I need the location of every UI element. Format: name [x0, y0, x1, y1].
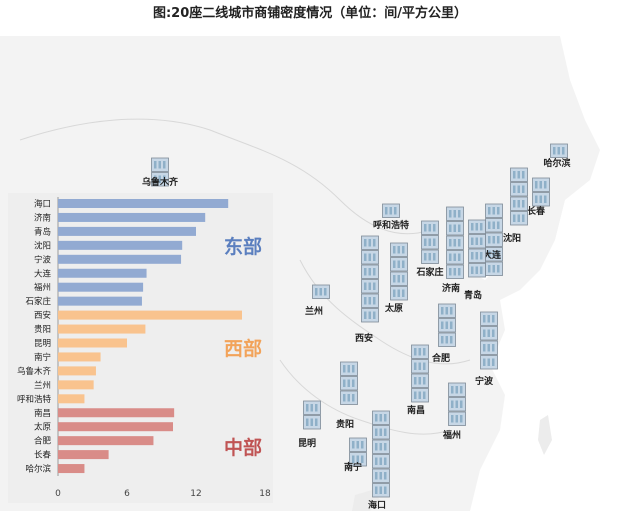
- city-building-icon: [446, 206, 464, 279]
- city-building-icon: [468, 219, 486, 278]
- category-label: 海口: [34, 199, 51, 210]
- bar: [58, 436, 154, 446]
- city-label: 呼和浩特: [373, 219, 409, 231]
- category-label: 宁波: [34, 254, 52, 265]
- region-label: 中部: [224, 436, 262, 459]
- category-label: 南宁: [34, 352, 51, 363]
- city-label: 南宁: [344, 461, 362, 473]
- city-building-icon: [448, 382, 466, 426]
- city-label: 福州: [442, 429, 461, 441]
- province-border: [19, 118, 431, 235]
- bar: [58, 226, 196, 236]
- city-building-icon: [411, 344, 429, 403]
- bar: [58, 338, 127, 348]
- city-label: 合肥: [432, 352, 450, 364]
- city-label: 贵阳: [336, 418, 354, 430]
- city-label: 昆明: [298, 438, 316, 449]
- province-border: [279, 359, 451, 435]
- city-building-icon: [312, 284, 330, 299]
- x-axis-ticks: 0 6 12 18: [55, 489, 271, 499]
- city-building-icon: [372, 410, 390, 498]
- bar: [58, 282, 144, 292]
- city-label: 济南: [442, 282, 460, 294]
- bar: [58, 450, 109, 460]
- category-label: 福州: [34, 282, 51, 293]
- category-label: 乌鲁木齐: [17, 366, 52, 377]
- city-label: 沈阳: [503, 232, 521, 244]
- bar: [58, 254, 182, 264]
- city-building-icon: [480, 311, 498, 370]
- bar: [58, 464, 85, 474]
- bar: [58, 212, 206, 222]
- city-building-icon: [532, 177, 550, 207]
- category-label: 贵阳: [34, 324, 51, 335]
- taiwan-island: [538, 415, 552, 455]
- city-building-icon: [510, 167, 528, 226]
- x-tick-label: 0: [55, 489, 61, 499]
- city-label: 宁波: [475, 375, 494, 387]
- bar: [58, 408, 175, 418]
- city-building-icon: [438, 303, 456, 347]
- city-building-icon: [421, 220, 439, 264]
- city-building-icon: [550, 143, 568, 158]
- city-label: 大连: [483, 249, 502, 261]
- city-label: 青岛: [464, 289, 482, 301]
- city-building-icon: [303, 400, 321, 430]
- city-building-icon: [361, 235, 379, 323]
- category-label: 青岛: [34, 226, 51, 237]
- bar-series: [58, 199, 242, 474]
- city-building-icon: [151, 157, 169, 187]
- category-label: 太原: [34, 422, 51, 433]
- bar: [58, 352, 101, 362]
- category-label: 石家庄: [25, 296, 51, 307]
- category-label: 长春: [34, 450, 52, 461]
- city-label: 兰州: [305, 305, 323, 317]
- city-label: 乌鲁木齐: [142, 176, 179, 188]
- bar: [58, 394, 85, 404]
- sea-area: [470, 36, 620, 511]
- category-label: 哈尔滨: [25, 464, 51, 475]
- city-building-icon: [349, 437, 367, 467]
- city-label: 南昌: [407, 404, 425, 416]
- category-label: 合肥: [34, 436, 52, 447]
- city-label: 长春: [527, 205, 546, 217]
- category-labels: 海口济南青岛沈阳宁波大连福州石家庄西安贵阳昆明南宁乌鲁木齐兰州呼和浩特南昌太原合…: [17, 199, 52, 475]
- bar: [58, 240, 183, 250]
- city-building-icon: [340, 361, 358, 405]
- bar: [58, 268, 147, 278]
- category-label: 南昌: [34, 408, 51, 419]
- bar: [58, 422, 173, 432]
- category-label: 济南: [34, 212, 51, 223]
- bar: [58, 310, 242, 320]
- city-label: 太原: [384, 302, 403, 314]
- category-label: 兰州: [34, 380, 51, 391]
- region-label: 东部: [224, 235, 262, 258]
- bar: [58, 199, 229, 208]
- city-building-icon: [382, 203, 400, 218]
- bar: [58, 380, 94, 390]
- category-label: 西安: [34, 310, 51, 321]
- bar: [58, 324, 146, 334]
- x-tick-label: 18: [259, 489, 271, 499]
- chart-title: 图:20座二线城市商铺密度情况（单位：间/平方公里）: [152, 6, 468, 21]
- bar: [58, 366, 96, 376]
- category-label: 大连: [34, 268, 52, 279]
- region-label: 西部: [224, 337, 262, 360]
- city-building-icon: [390, 242, 408, 301]
- city-building-icon: [485, 203, 503, 276]
- bar: [58, 296, 142, 306]
- city-label: 哈尔滨: [543, 157, 570, 169]
- category-label: 呼和浩特: [17, 394, 52, 405]
- city-label: 海口: [368, 499, 386, 511]
- category-label: 昆明: [34, 339, 51, 349]
- category-label: 沈阳: [34, 240, 51, 251]
- city-label: 石家庄: [415, 266, 443, 278]
- city-label: 西安: [355, 332, 373, 344]
- x-tick-label: 6: [124, 489, 130, 499]
- x-tick-label: 12: [190, 489, 201, 499]
